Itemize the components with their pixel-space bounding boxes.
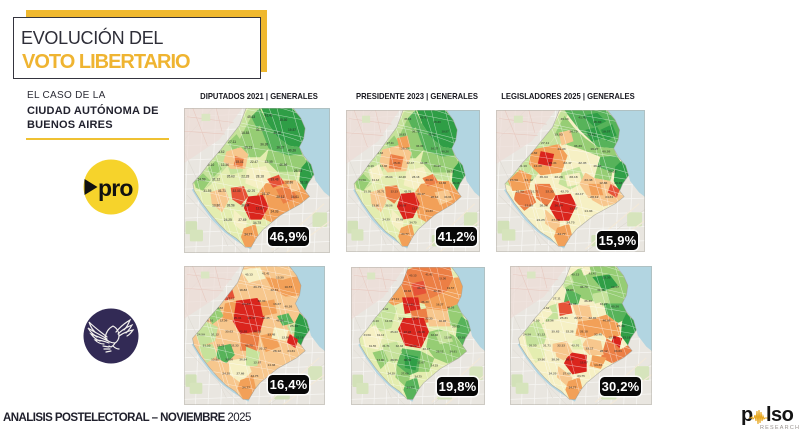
svg-text:pro: pro — [98, 175, 133, 201]
